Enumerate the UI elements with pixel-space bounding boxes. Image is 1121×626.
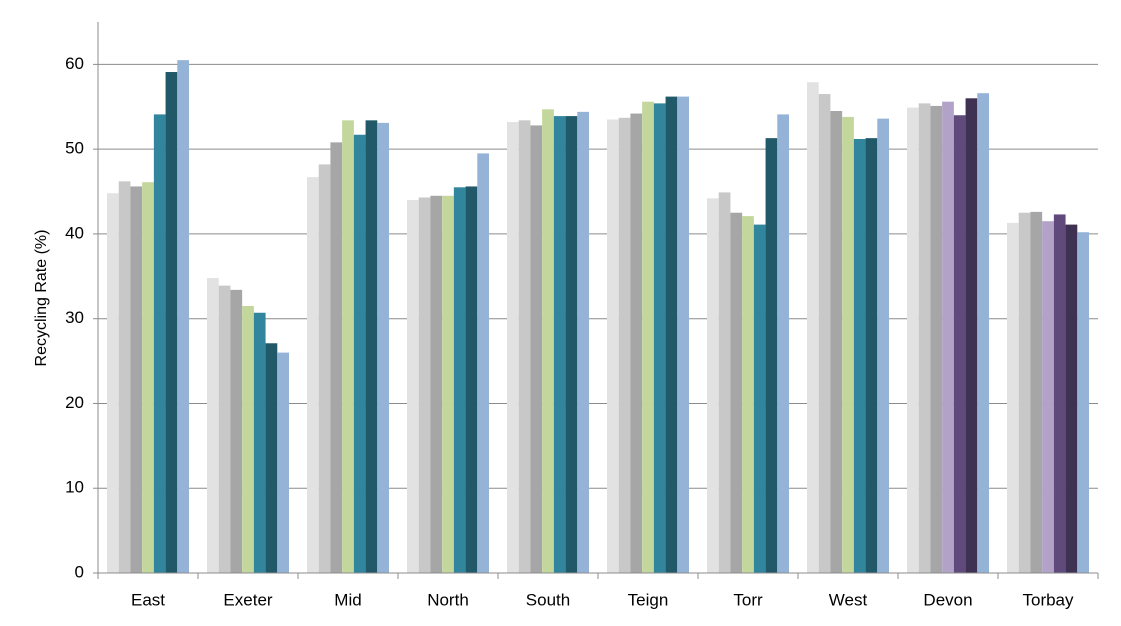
y-tick-label: 0 xyxy=(75,562,84,581)
bar xyxy=(530,125,543,574)
bar xyxy=(277,352,289,573)
bar xyxy=(865,138,878,573)
x-tick-label: Mid xyxy=(334,590,361,609)
bar xyxy=(242,305,254,573)
bar xyxy=(1077,232,1089,573)
bar xyxy=(307,177,319,573)
y-axis-label: Recycling Rate (%) xyxy=(33,230,50,367)
y-tick-label: 20 xyxy=(65,393,84,412)
bar xyxy=(1018,212,1031,573)
y-tick-label: 30 xyxy=(65,308,84,327)
bar xyxy=(977,93,989,574)
bar xyxy=(565,116,578,574)
bar xyxy=(942,101,954,573)
bar xyxy=(165,72,178,573)
bar xyxy=(518,120,531,573)
bar xyxy=(542,109,554,573)
bar xyxy=(130,186,143,573)
bar xyxy=(477,153,489,573)
bar xyxy=(1065,224,1078,574)
bar xyxy=(630,113,643,573)
x-tick-label: Torbay xyxy=(1022,590,1074,609)
bar xyxy=(230,289,243,573)
x-tick-label: Exeter xyxy=(223,590,272,609)
bar xyxy=(177,60,189,573)
bar xyxy=(577,111,589,574)
x-tick-label: West xyxy=(829,590,868,609)
bar xyxy=(807,82,819,573)
bar xyxy=(118,181,131,573)
bar xyxy=(377,122,389,574)
bar xyxy=(365,120,378,573)
bar xyxy=(407,200,419,573)
bar xyxy=(742,216,754,574)
bar xyxy=(642,101,654,573)
bar xyxy=(553,116,566,574)
bar xyxy=(753,224,766,574)
bar xyxy=(842,116,854,574)
bar xyxy=(965,98,978,574)
bar xyxy=(342,120,354,573)
bar xyxy=(830,111,843,573)
bar xyxy=(707,198,719,573)
bar xyxy=(730,212,743,573)
bar xyxy=(430,195,443,573)
x-tick-label: Torr xyxy=(733,590,763,609)
bar xyxy=(607,119,619,573)
bar xyxy=(418,197,431,574)
bar xyxy=(330,142,343,573)
bar xyxy=(1042,221,1054,573)
bar xyxy=(442,195,454,573)
bar xyxy=(153,114,166,573)
bar xyxy=(677,96,689,573)
bar xyxy=(907,107,919,574)
bar xyxy=(142,182,154,573)
x-tick-label: Teign xyxy=(628,590,669,609)
bar xyxy=(777,114,789,573)
bar xyxy=(353,134,366,573)
bar xyxy=(1007,222,1019,573)
bar xyxy=(877,118,889,573)
bar xyxy=(653,103,666,573)
bar xyxy=(918,103,931,573)
bar xyxy=(818,94,831,574)
bar xyxy=(207,278,219,573)
x-tick-label: North xyxy=(427,590,469,609)
x-tick-label: South xyxy=(526,590,570,609)
bar xyxy=(107,193,119,574)
bar xyxy=(1053,214,1066,573)
bar xyxy=(765,138,778,573)
bar xyxy=(453,187,466,574)
bar xyxy=(265,343,278,573)
bar xyxy=(1030,211,1043,574)
bar xyxy=(618,117,631,573)
bar xyxy=(253,312,266,573)
bar xyxy=(953,115,966,573)
bar xyxy=(318,164,331,574)
y-tick-label: 60 xyxy=(65,54,84,73)
bar xyxy=(665,96,678,573)
x-tick-label: East xyxy=(131,590,165,609)
y-tick-label: 50 xyxy=(65,139,84,158)
bar xyxy=(718,192,731,573)
x-tick-label: Devon xyxy=(923,590,972,609)
bar xyxy=(930,105,943,573)
y-tick-label: 40 xyxy=(65,223,84,242)
bar xyxy=(853,138,866,573)
bar xyxy=(465,186,478,573)
bar xyxy=(218,285,231,573)
y-tick-label: 10 xyxy=(65,478,84,497)
bar xyxy=(507,122,519,573)
